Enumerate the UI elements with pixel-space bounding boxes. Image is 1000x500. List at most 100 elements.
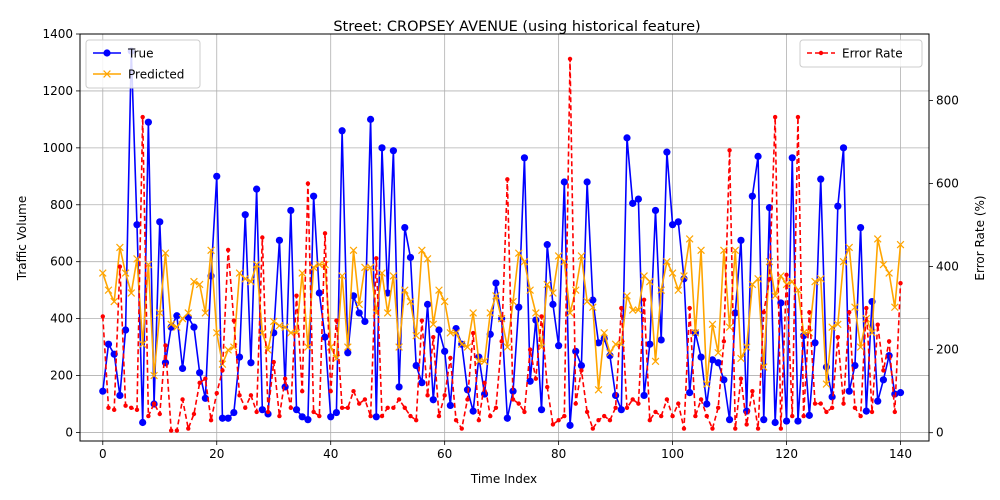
data-point-predicted: [845, 243, 854, 252]
data-point-error-rate: [425, 393, 430, 398]
data-point-error-rate: [778, 426, 784, 431]
x-tick-label: 100: [661, 447, 684, 461]
data-point-error-rate: [271, 359, 276, 365]
y-left-tick-label: 0: [65, 425, 73, 439]
data-point-error-rate: [744, 422, 749, 427]
data-point-true: [275, 236, 284, 244]
data-point-predicted: [594, 385, 603, 394]
data-point-predicted: [412, 331, 421, 340]
data-point-error-rate: [527, 347, 533, 352]
legend-marker-predicted: [103, 70, 111, 78]
data-point-predicted: [828, 323, 836, 331]
data-point-true: [857, 223, 865, 232]
data-point-error-rate: [482, 380, 487, 386]
data-point-predicted: [281, 323, 289, 331]
data-point-predicted: [110, 297, 119, 306]
data-point-error-rate: [698, 397, 704, 402]
x-tick-label: 20: [209, 447, 224, 461]
data-point-error-rate: [334, 318, 339, 323]
data-point-predicted: [554, 252, 563, 260]
data-point-true: [241, 211, 249, 219]
data-point-error-rate: [277, 413, 282, 419]
data-point-predicted: [309, 263, 318, 272]
data-point-predicted: [856, 343, 865, 351]
y-right-tick-label: 600: [936, 177, 959, 191]
data-point-error-rate: [197, 380, 202, 386]
data-point-predicted: [714, 348, 722, 357]
data-point-error-rate: [539, 314, 544, 319]
data-point-error-rate: [379, 413, 385, 419]
data-point-true: [526, 377, 534, 385]
data-point-true: [566, 421, 574, 429]
data-point-predicted: [167, 320, 175, 329]
data-point-error-rate: [174, 428, 180, 433]
data-point-error-rate: [858, 413, 863, 419]
data-point-true: [292, 406, 301, 414]
data-point-error-rate: [687, 305, 692, 311]
data-point-true: [714, 359, 722, 367]
y-axis-right: 0 200 400 600 800: [929, 93, 959, 440]
data-point-true: [555, 342, 563, 350]
data-point-predicted: [873, 235, 882, 243]
data-point-error-rate: [693, 413, 698, 419]
y-right-tick-label: 0: [936, 426, 944, 440]
series-line-error-rate: [101, 58, 902, 432]
data-point-predicted: [526, 286, 534, 294]
x-tick-label: 80: [551, 447, 566, 461]
data-point-error-rate: [208, 418, 214, 423]
data-point-predicted: [731, 246, 740, 255]
data-point-true: [492, 279, 500, 287]
data-point-true: [629, 199, 637, 207]
data-point-error-rate: [727, 148, 732, 153]
y-axis-left-label: Traffic Volume: [15, 196, 29, 282]
data-point-error-rate: [550, 422, 556, 427]
data-point-predicted: [343, 343, 352, 351]
x-axis: 0 20 40 60 80 100 120 140: [99, 441, 912, 461]
data-point-error-rate: [237, 393, 242, 398]
data-point-true: [708, 356, 717, 364]
data-point-error-rate: [602, 413, 607, 419]
data-point-true: [748, 192, 756, 200]
data-point-error-rate: [231, 318, 237, 323]
data-point-true: [805, 411, 813, 419]
data-point-true: [560, 178, 568, 186]
data-point-error-rate: [288, 405, 294, 410]
chart-title: Street: CROPSEY AVENUE (using historical…: [333, 19, 700, 35]
data-point-error-rate: [641, 297, 647, 302]
data-point-true: [287, 206, 295, 215]
data-point-error-rate: [670, 413, 675, 419]
data-point-true: [196, 369, 204, 377]
data-point-error-rate: [607, 418, 613, 423]
data-point-error-rate: [596, 418, 601, 423]
data-point-true: [321, 333, 329, 341]
data-point-predicted: [674, 286, 683, 294]
data-point-predicted: [212, 329, 221, 337]
data-point-true: [133, 221, 141, 229]
data-point-error-rate: [567, 56, 573, 62]
data-point-true: [845, 387, 853, 395]
data-point-true: [794, 417, 802, 425]
data-point-error-rate: [357, 401, 362, 406]
data-point-error-rate: [402, 405, 407, 410]
data-point-predicted: [446, 329, 455, 337]
data-point-error-rate: [721, 339, 727, 344]
data-point-error-rate: [772, 114, 778, 120]
data-point-true: [577, 361, 586, 370]
y-axis-right-label: Error Rate (%): [973, 195, 987, 280]
data-point-true: [338, 127, 346, 135]
data-point-error-rate: [653, 409, 658, 415]
data-point-true: [874, 397, 882, 405]
data-point-error-rate: [436, 413, 442, 419]
data-point-true: [520, 154, 529, 162]
data-point-error-rate: [305, 181, 311, 186]
data-point-predicted: [224, 346, 232, 354]
data-point-error-rate: [710, 426, 715, 431]
data-point-true: [817, 175, 825, 183]
data-point-error-rate: [260, 235, 265, 240]
data-point-predicted: [708, 320, 717, 329]
data-point-predicted: [742, 343, 751, 351]
data-point-predicted: [121, 269, 130, 277]
data-point-error-rate: [488, 413, 493, 419]
data-point-predicted: [406, 297, 415, 306]
data-point-true: [366, 115, 375, 123]
